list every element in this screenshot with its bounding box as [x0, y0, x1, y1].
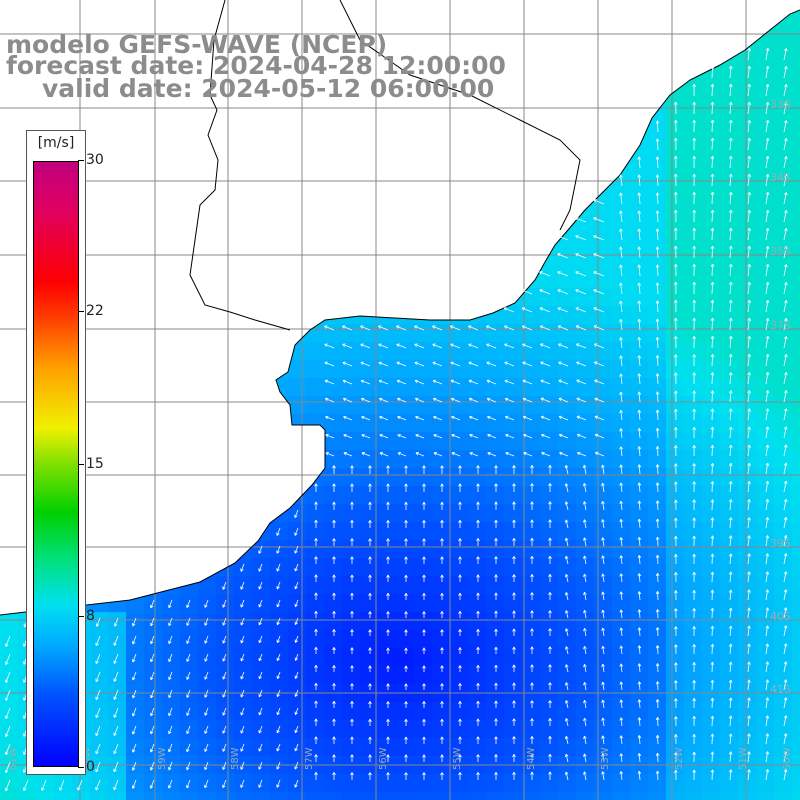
latitude-labels: 33S 34S 35S 37S 39S 40S 41S — [770, 98, 791, 696]
lon-label: 50W — [782, 747, 793, 770]
colorbar-tick-0: 0 — [78, 759, 95, 775]
lat-label: 39S — [770, 537, 791, 550]
lon-label: 51W — [738, 747, 749, 770]
lat-label: 37S — [770, 319, 791, 332]
longitude-labels: 61W 60W 59W 58W 57W 56W 55W 54W 53W 52W 51W 50W — [8, 747, 793, 770]
lon-label: 55W — [452, 747, 463, 770]
lon-label: 52W — [674, 747, 685, 770]
lon-label: 56W — [378, 747, 389, 770]
lon-label: 61W — [8, 747, 19, 770]
lon-label: 53W — [600, 747, 611, 770]
colorbar-tick-15: 15 — [78, 456, 104, 472]
lon-label: 54W — [526, 747, 537, 770]
lon-label: 59W — [157, 747, 168, 770]
coastline — [0, 0, 800, 616]
title-valid-date: valid date: 2024-05-12 06:00:00 — [42, 74, 495, 103]
colorbar-tick-30: 30 — [78, 152, 104, 168]
colorbar-tick-8: 8 — [78, 608, 95, 624]
colorbar-tick-22: 22 — [78, 303, 104, 319]
lon-label: 57W — [304, 747, 315, 770]
lat-label: 34S — [770, 171, 791, 184]
lat-label: 35S — [770, 245, 791, 258]
title-forecast-date: forecast date: 2024-04-28 12:00:00 — [6, 51, 506, 80]
lat-label: 33S — [770, 98, 791, 111]
colorbar — [33, 161, 79, 767]
colorbar-unit: [m/s] — [37, 135, 75, 151]
lat-label: 40S — [770, 610, 791, 623]
lon-label: 60W — [82, 747, 93, 770]
title-model: modelo GEFS-WAVE (NCEP) — [6, 30, 388, 59]
lon-label: 58W — [230, 747, 241, 770]
lat-label: 41S — [770, 683, 791, 696]
wind-arrows — [4, 47, 788, 792]
